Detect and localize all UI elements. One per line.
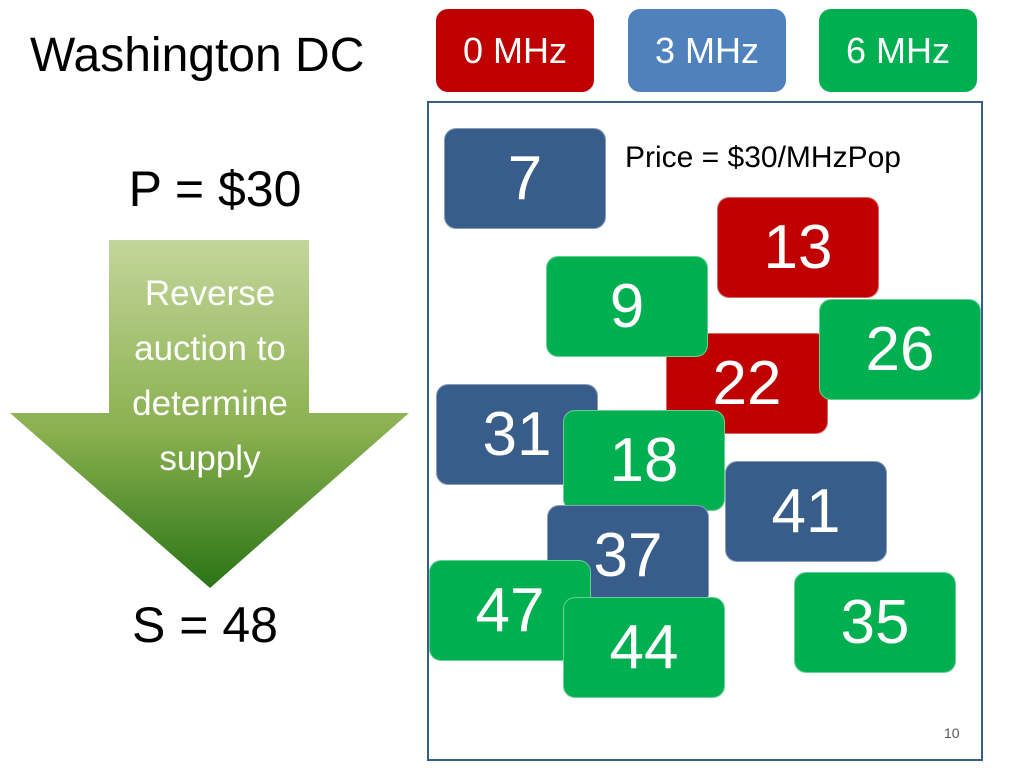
arrow-line: determine	[132, 384, 288, 423]
bid-tile: 9	[546, 256, 708, 357]
arrow-text: Reverse auction to determine supply	[100, 266, 320, 486]
bid-tile: 41	[725, 461, 887, 562]
legend-item: 3 MHz	[628, 9, 786, 92]
price-note: Price = $30/MHzPop	[625, 141, 901, 174]
arrow-line: supply	[159, 439, 261, 478]
arrow-line: auction to	[134, 329, 286, 368]
slide-title: Washington DC	[30, 29, 365, 82]
bid-tile: 7	[444, 128, 606, 229]
legend-item: 6 MHz	[819, 9, 977, 92]
panel	[427, 101, 983, 761]
supply: S = 48	[132, 597, 278, 653]
bid-tile: 13	[717, 197, 879, 298]
bid-tile: 18	[563, 410, 725, 511]
price: P = $30	[128, 161, 302, 217]
bid-tile: 44	[563, 597, 725, 698]
bid-tile: 35	[794, 572, 956, 673]
legend-item: 0 MHz	[436, 9, 594, 92]
arrow	[10, 240, 409, 588]
bid-tile: 26	[819, 299, 981, 400]
page-number: 10	[944, 725, 960, 741]
arrow-line: Reverse	[144, 274, 276, 313]
